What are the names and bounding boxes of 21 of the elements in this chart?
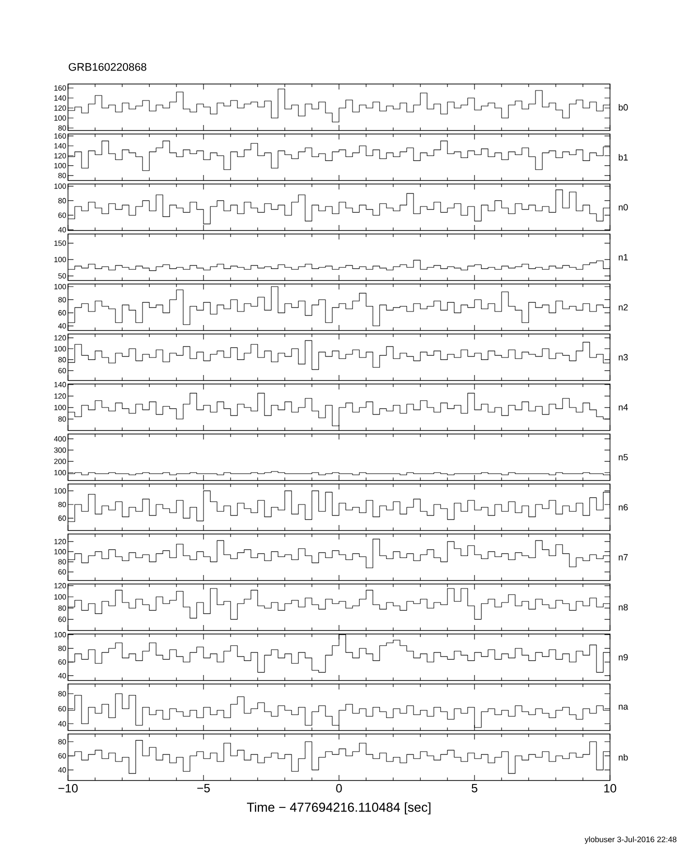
legend-label: nb [618,754,628,761]
legend-label: b1 [618,154,628,161]
x-tick-label: 0 [336,784,342,792]
chart-title: GRB160220868 [68,63,146,71]
legend-label: n3 [618,354,628,360]
legend-label: b0 [618,104,628,111]
x-tick-label: −5 [197,784,210,792]
legend-label: n7 [618,554,628,560]
x-tick-label: −10 [58,784,78,792]
series-label: n0 [618,204,628,210]
legend-label: n2 [618,304,628,310]
legend-label: n8 [618,604,628,610]
legend-label: n1 [618,254,628,260]
x-tick-label: 10 [604,784,616,792]
legend-label: n9 [618,654,628,660]
legend-label: na [618,704,628,710]
legend-label: n5 [618,454,628,460]
x-tick-label: 5 [472,784,478,792]
legend-label: n4 [618,404,628,410]
legend-label: n6 [618,504,628,510]
x-axis-title: Time − 477694216.110484 [sec] [246,802,430,814]
